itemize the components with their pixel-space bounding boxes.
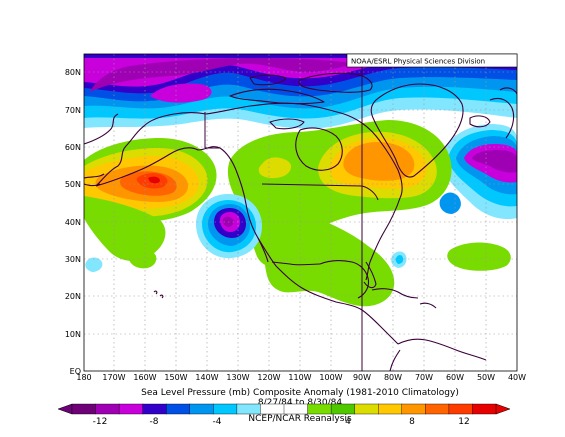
lat-label: 40N <box>65 218 81 227</box>
lon-label: 60W <box>446 373 464 382</box>
colorbar-arrow-low <box>57 403 73 415</box>
lon-label: 130W <box>226 373 249 382</box>
plot-title: Sea Level Pressure (mb) Composite Anomal… <box>141 388 459 398</box>
colorbar-segment <box>307 403 332 415</box>
colorbar-segment <box>330 403 356 415</box>
colorbar-segment <box>71 403 97 415</box>
lon-label: 180 <box>76 373 91 382</box>
colorbar-segment <box>283 403 309 415</box>
source-text: NCEP/NCAR Reanalysis <box>248 414 352 424</box>
colorbar-segment <box>213 403 238 415</box>
colorbar-segment <box>166 403 191 415</box>
longitude-labels: 180 170W 160W 150W 140W 130W 120W 110W 1… <box>76 373 526 382</box>
colorbar-labels: -12 -8 -4 4 8 12 <box>93 417 470 427</box>
east-pacific-low-anomaly <box>85 194 407 272</box>
canada-high-anomaly <box>227 120 511 307</box>
map-frame <box>83 53 518 372</box>
colorbar <box>57 403 511 415</box>
colorbar-segment <box>260 403 285 415</box>
colorbar-segment <box>425 403 450 415</box>
lon-label: 40W <box>508 373 526 382</box>
lat-label: 10N <box>65 330 81 339</box>
colorbar-label: 8 <box>409 417 415 427</box>
lat-label: 50N <box>65 180 81 189</box>
colorbar-label: -4 <box>213 417 222 427</box>
colorbar-segment <box>142 403 167 415</box>
lon-label: 90W <box>353 373 371 382</box>
political-borders <box>204 54 379 371</box>
anomaly-map <box>84 54 517 371</box>
colorbar-segment <box>236 403 261 415</box>
lat-label: EQ <box>70 367 81 376</box>
graticule <box>84 54 517 371</box>
colorbar-segment <box>354 403 379 415</box>
lon-label: 150W <box>164 373 187 382</box>
lon-label: 80W <box>384 373 402 382</box>
lon-label: 120W <box>257 373 280 382</box>
colorbar-segment <box>401 403 426 415</box>
lon-label: 70W <box>415 373 433 382</box>
colorbar-label: 12 <box>458 417 469 427</box>
colorbar-label: 4 <box>345 417 351 427</box>
colorbar-segment <box>448 403 473 415</box>
date-range: 8/27/84 to 8/30/84 <box>258 398 342 408</box>
colorbar-segment <box>472 403 497 415</box>
credit-text: NOAA/ESRL Physical Sciences Division <box>351 58 485 66</box>
lat-label: 80N <box>65 68 81 77</box>
colorbar-segment <box>118 403 144 415</box>
lat-label: 60N <box>65 143 81 152</box>
lon-label: 50W <box>477 373 495 382</box>
colorbar-arrow-high <box>495 403 511 415</box>
credit-box: NOAA/ESRL Physical Sciences Division <box>346 53 518 68</box>
colorbar-label: -8 <box>150 417 159 427</box>
lon-label: 100W <box>319 373 342 382</box>
lon-label: 170W <box>102 373 125 382</box>
lon-label: 160W <box>133 373 156 382</box>
colorbar-segment <box>378 403 403 415</box>
colorbar-label: -12 <box>93 417 108 427</box>
colorbar-segment <box>95 403 120 415</box>
coastlines <box>84 72 517 371</box>
colorbar-segment <box>189 403 214 415</box>
lat-label: 20N <box>65 292 81 301</box>
latitude-labels: 80N 70N 60N 50N 40N 30N 20N 10N EQ <box>65 68 81 376</box>
lon-label: 140W <box>195 373 218 382</box>
lat-label: 30N <box>65 255 81 264</box>
atlantic-low-anomaly <box>439 124 517 220</box>
lon-label: 110W <box>288 373 311 382</box>
lat-label: 70N <box>65 106 81 115</box>
